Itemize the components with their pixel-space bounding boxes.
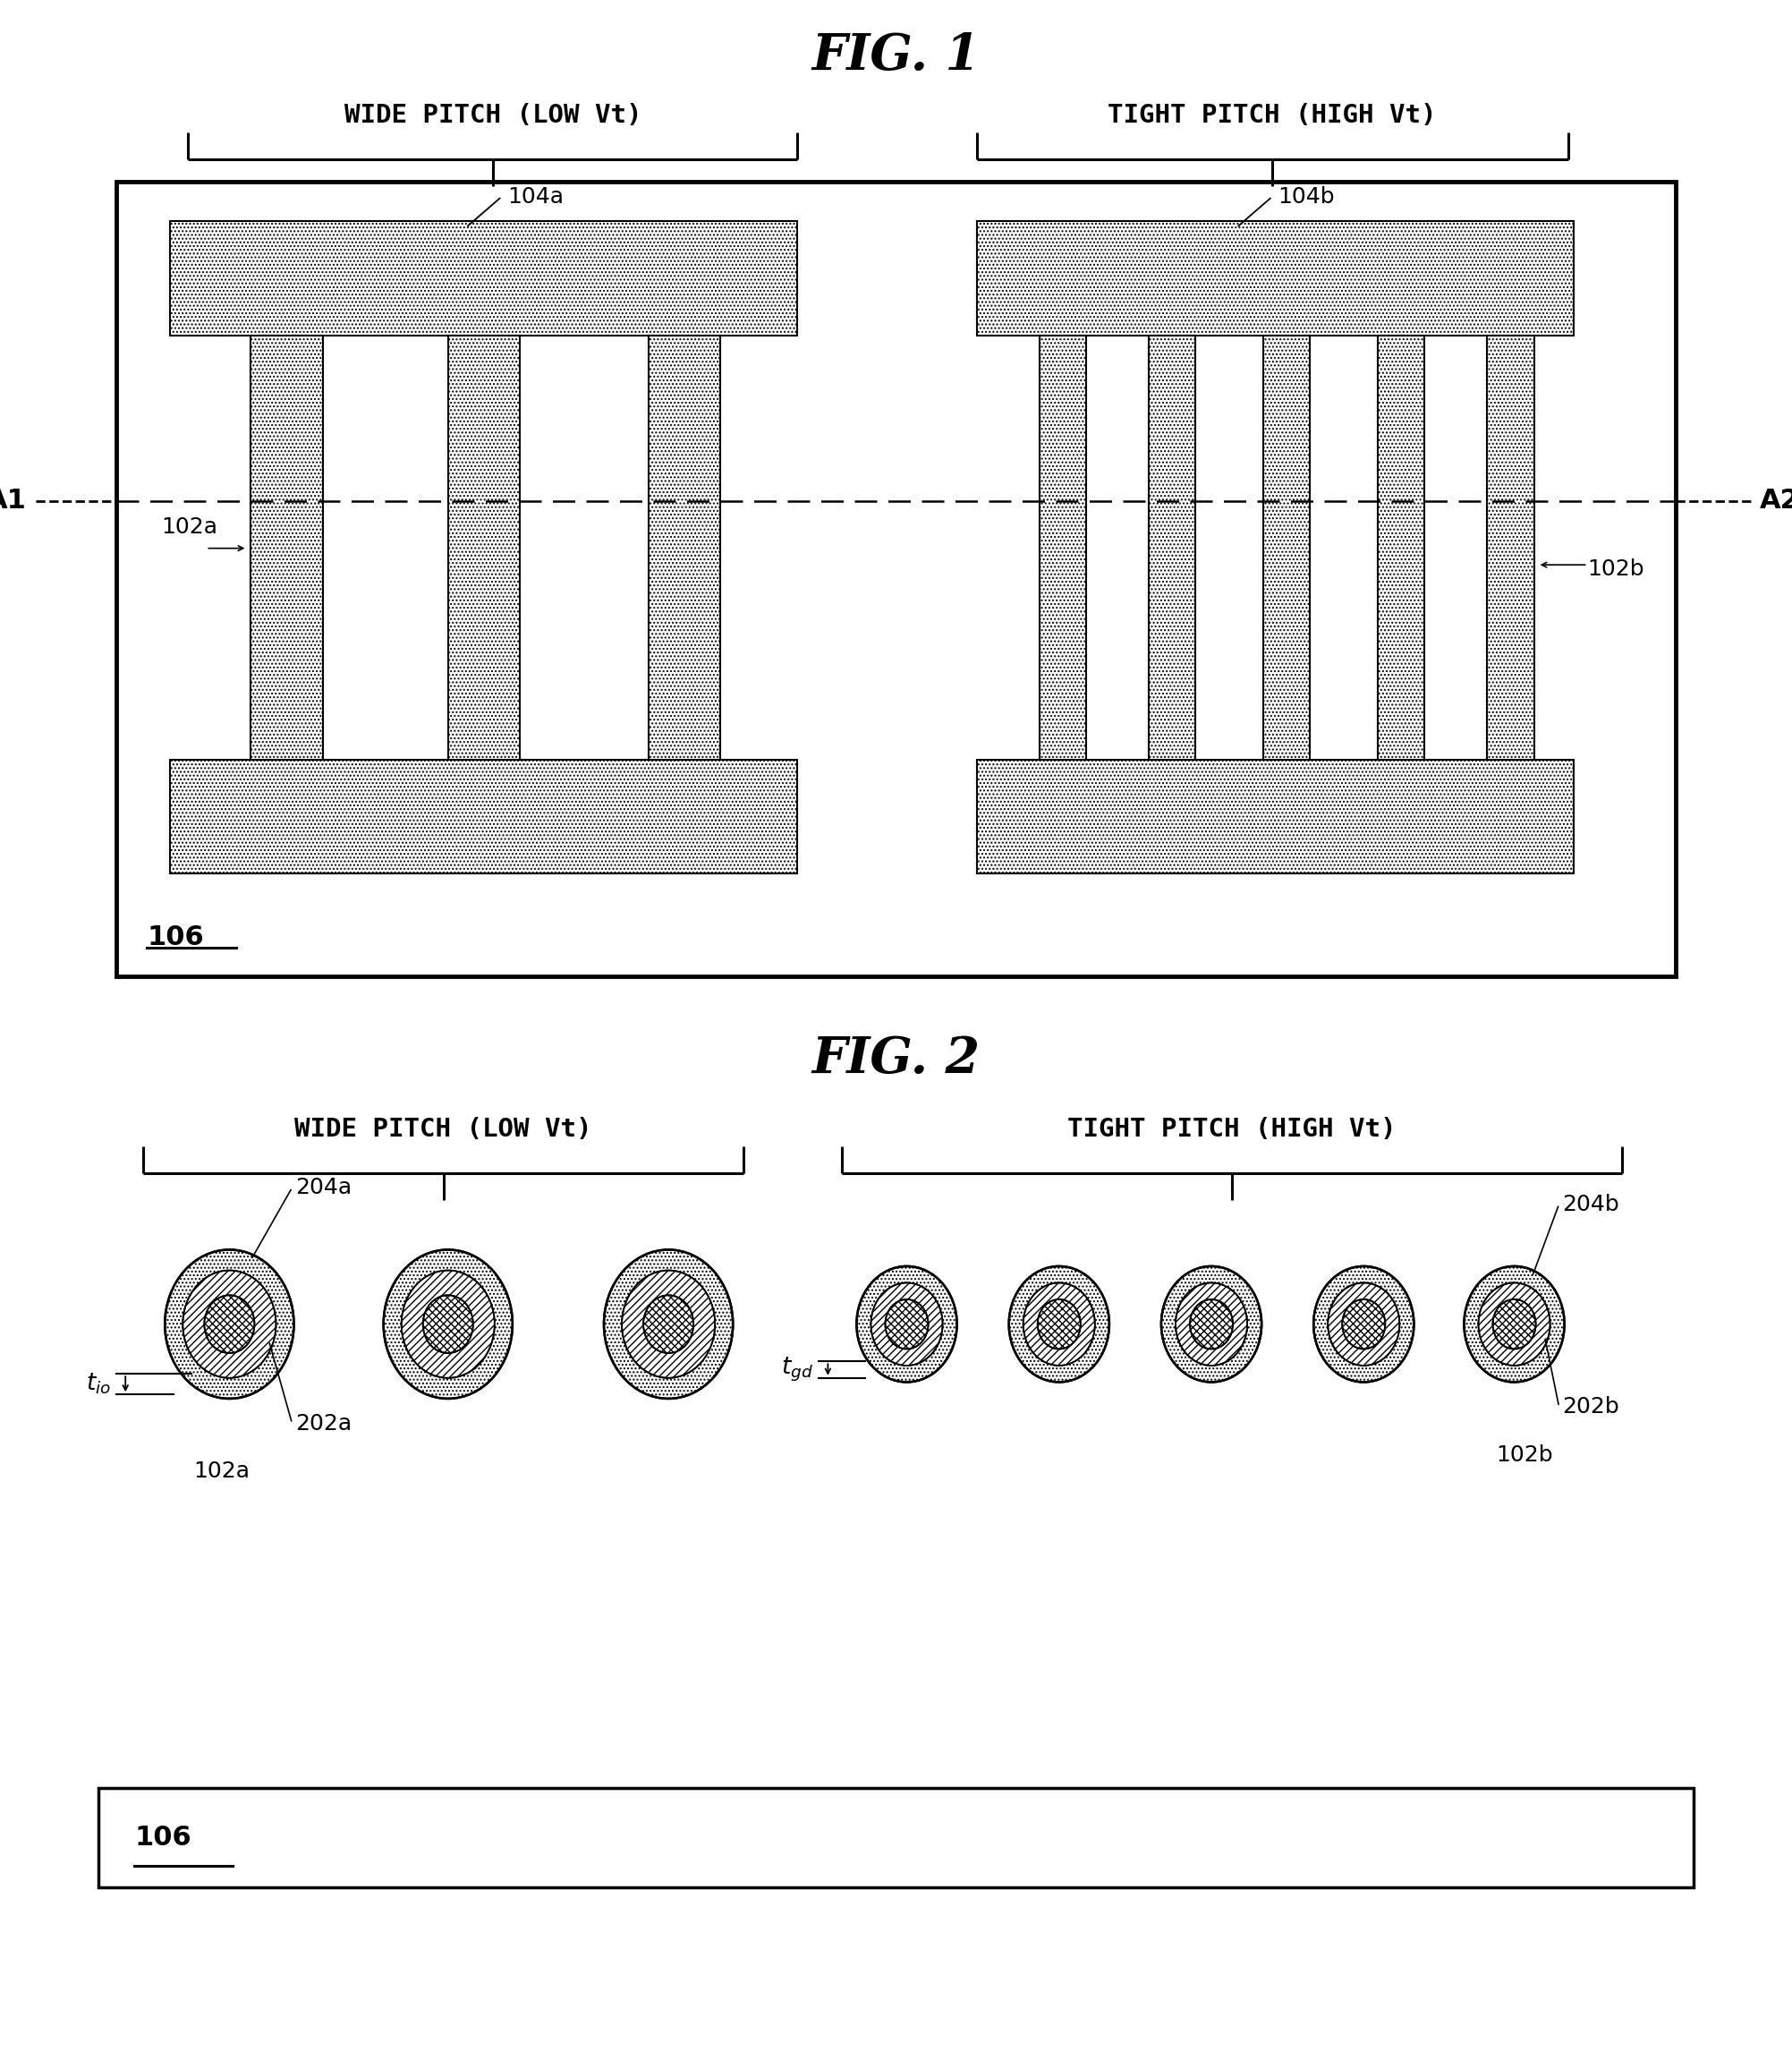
Circle shape bbox=[383, 1250, 513, 1399]
Circle shape bbox=[1023, 1283, 1095, 1366]
Circle shape bbox=[1176, 1283, 1247, 1366]
Circle shape bbox=[183, 1270, 276, 1378]
Bar bbox=[448, 335, 520, 759]
Circle shape bbox=[1493, 1299, 1536, 1349]
Circle shape bbox=[401, 1270, 495, 1378]
Text: FIG. 2: FIG. 2 bbox=[812, 1034, 980, 1084]
Bar bbox=[1378, 335, 1425, 759]
Circle shape bbox=[857, 1266, 957, 1382]
Circle shape bbox=[885, 1299, 928, 1349]
Circle shape bbox=[204, 1295, 254, 1353]
Text: WIDE PITCH (LOW Vt): WIDE PITCH (LOW Vt) bbox=[344, 103, 642, 128]
Circle shape bbox=[1328, 1283, 1400, 1366]
Circle shape bbox=[871, 1283, 943, 1366]
Circle shape bbox=[643, 1295, 694, 1353]
Bar bbox=[170, 759, 797, 873]
Circle shape bbox=[643, 1295, 694, 1353]
Text: A2: A2 bbox=[1760, 488, 1792, 513]
Circle shape bbox=[1314, 1266, 1414, 1382]
Bar bbox=[170, 221, 797, 335]
Text: 202b: 202b bbox=[1563, 1397, 1620, 1417]
Circle shape bbox=[1176, 1283, 1247, 1366]
Bar bbox=[1039, 335, 1086, 759]
Circle shape bbox=[1161, 1266, 1262, 1382]
Circle shape bbox=[401, 1270, 495, 1378]
Bar bbox=[116, 182, 1676, 977]
Circle shape bbox=[1493, 1299, 1536, 1349]
Bar bbox=[251, 335, 323, 759]
Text: WIDE PITCH (LOW Vt): WIDE PITCH (LOW Vt) bbox=[294, 1117, 593, 1142]
Bar bbox=[977, 221, 1573, 335]
Circle shape bbox=[204, 1295, 254, 1353]
Text: TIGHT PITCH (HIGH Vt): TIGHT PITCH (HIGH Vt) bbox=[1068, 1117, 1396, 1142]
Text: TIGHT PITCH (HIGH Vt): TIGHT PITCH (HIGH Vt) bbox=[1107, 103, 1437, 128]
Circle shape bbox=[165, 1250, 294, 1399]
Bar bbox=[1149, 335, 1195, 759]
Text: 104b: 104b bbox=[1278, 186, 1335, 207]
Text: 106: 106 bbox=[147, 925, 204, 952]
Text: $t_{io}$: $t_{io}$ bbox=[86, 1372, 111, 1397]
Circle shape bbox=[1009, 1266, 1109, 1382]
Circle shape bbox=[1328, 1283, 1400, 1366]
Text: 204a: 204a bbox=[296, 1177, 353, 1198]
Text: 102a: 102a bbox=[161, 517, 217, 538]
Text: 102b: 102b bbox=[1588, 559, 1645, 579]
Text: 106: 106 bbox=[134, 1825, 192, 1850]
Circle shape bbox=[1342, 1299, 1385, 1349]
Circle shape bbox=[622, 1270, 715, 1378]
Bar bbox=[977, 759, 1573, 873]
Circle shape bbox=[1190, 1299, 1233, 1349]
Text: 104a: 104a bbox=[507, 186, 563, 207]
Circle shape bbox=[1342, 1299, 1385, 1349]
Bar bbox=[649, 335, 720, 759]
Circle shape bbox=[1478, 1283, 1550, 1366]
Circle shape bbox=[423, 1295, 473, 1353]
Circle shape bbox=[604, 1250, 733, 1399]
Bar bbox=[1487, 335, 1534, 759]
Circle shape bbox=[1038, 1299, 1081, 1349]
Circle shape bbox=[1023, 1283, 1095, 1366]
Text: A1: A1 bbox=[0, 488, 27, 513]
Circle shape bbox=[183, 1270, 276, 1378]
Circle shape bbox=[1190, 1299, 1233, 1349]
Circle shape bbox=[871, 1283, 943, 1366]
Text: $t_{gd}$: $t_{gd}$ bbox=[781, 1355, 814, 1384]
Circle shape bbox=[622, 1270, 715, 1378]
Text: 102a: 102a bbox=[194, 1461, 249, 1481]
Circle shape bbox=[885, 1299, 928, 1349]
Text: FIG. 1: FIG. 1 bbox=[812, 31, 980, 81]
Circle shape bbox=[1478, 1283, 1550, 1366]
Bar bbox=[1263, 335, 1310, 759]
Circle shape bbox=[423, 1295, 473, 1353]
Bar bbox=[99, 1788, 1693, 1887]
Circle shape bbox=[1464, 1266, 1564, 1382]
Circle shape bbox=[1038, 1299, 1081, 1349]
Text: 102b: 102b bbox=[1496, 1444, 1554, 1465]
Text: 202a: 202a bbox=[296, 1413, 353, 1434]
Text: 204b: 204b bbox=[1563, 1194, 1620, 1215]
